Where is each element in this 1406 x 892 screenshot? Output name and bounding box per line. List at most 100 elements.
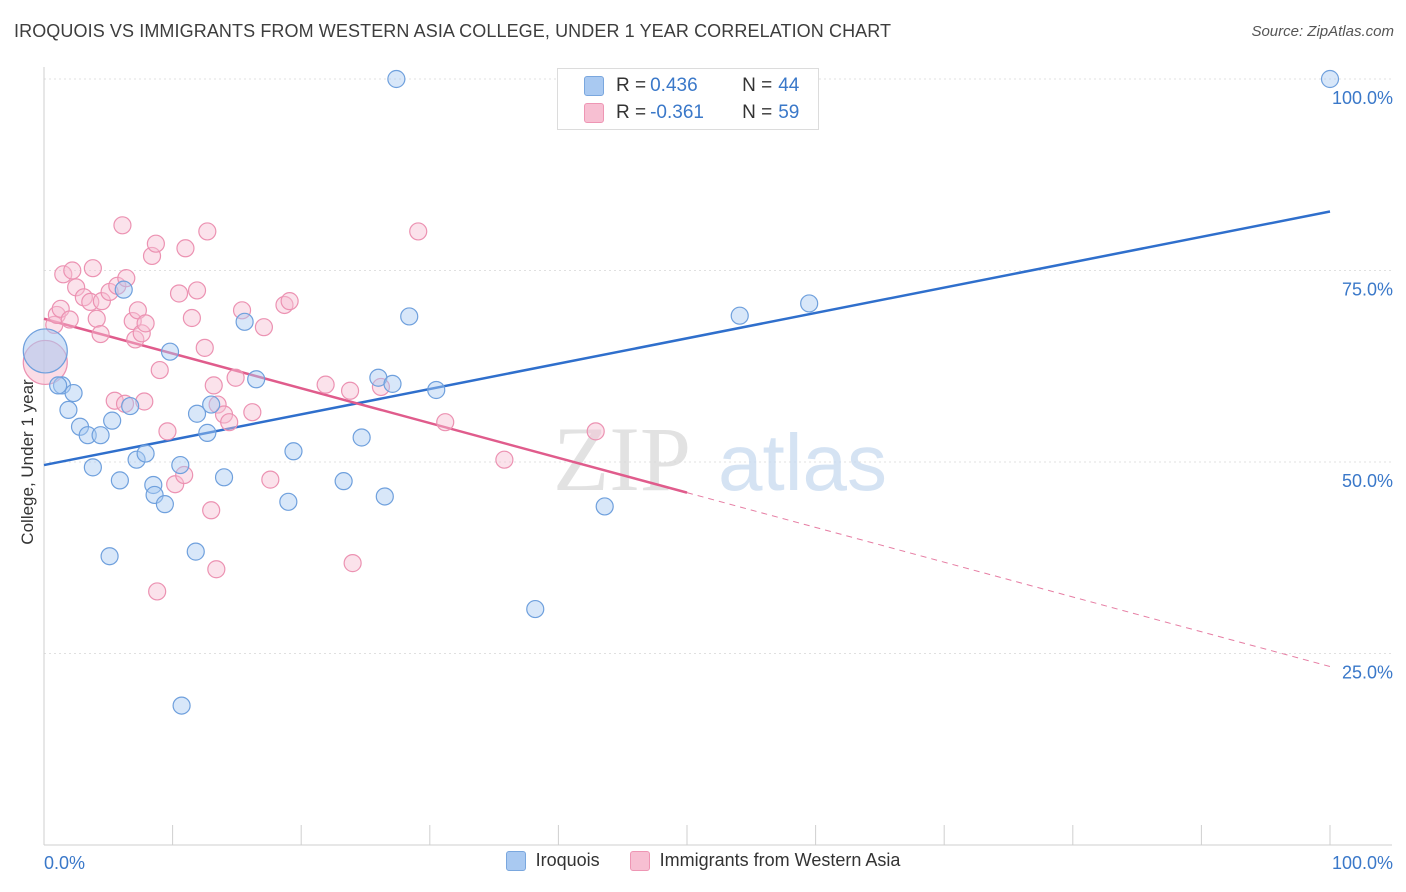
western-asia-point bbox=[436, 413, 455, 432]
iroquois-trend-line bbox=[43, 210, 1331, 467]
iroquois-point bbox=[22, 328, 68, 374]
western-asia-point bbox=[343, 554, 362, 573]
iroquois-point bbox=[202, 395, 221, 414]
legend-item-western-asia[interactable]: Immigrants from Western Asia bbox=[629, 850, 901, 871]
western-asia-point bbox=[204, 376, 223, 395]
western-asia-trend-line bbox=[43, 317, 688, 494]
western-asia-point bbox=[254, 318, 274, 337]
western-asia-point bbox=[117, 269, 136, 288]
iroquois-point bbox=[114, 280, 133, 299]
iroquois-point bbox=[375, 487, 394, 506]
y-tick-label: 25.0% bbox=[1342, 663, 1393, 683]
iroquois-point bbox=[427, 380, 446, 400]
iroquois-point bbox=[136, 444, 155, 463]
iroquois-point bbox=[526, 599, 545, 619]
western-asia-point bbox=[226, 368, 245, 387]
iroquois-point bbox=[383, 374, 402, 393]
iroquois-point bbox=[334, 472, 353, 491]
western-asia-trend-extension bbox=[686, 492, 1331, 668]
iroquois-point bbox=[121, 396, 140, 416]
x-tick-label: 100.0% bbox=[1332, 853, 1393, 873]
stats-row-iroquois: R = 0.436 N = 44 bbox=[584, 75, 799, 97]
western-asia-point bbox=[63, 261, 82, 280]
western-asia-point bbox=[340, 381, 360, 400]
western-asia-point bbox=[187, 281, 207, 300]
stats-row-western-asia: R = -0.361 N = 59 bbox=[584, 102, 799, 124]
western-asia-point bbox=[198, 222, 217, 241]
western-asia-swatch bbox=[629, 850, 650, 871]
iroquois-point bbox=[352, 428, 371, 447]
iroquois-point bbox=[91, 426, 110, 445]
iroquois-point bbox=[64, 383, 83, 403]
r-value: 0.436 bbox=[650, 75, 698, 96]
y-tick-label: 100.0% bbox=[1332, 88, 1393, 108]
western-asia-point bbox=[409, 222, 428, 241]
legend-item-iroquois[interactable]: Iroquois bbox=[505, 850, 600, 871]
iroquois-point bbox=[103, 411, 122, 430]
western-asia-point bbox=[495, 450, 514, 469]
iroquois-point bbox=[214, 468, 234, 487]
western-asia-point bbox=[150, 360, 169, 380]
western-asia-point bbox=[175, 465, 194, 485]
western-asia-point bbox=[176, 239, 195, 258]
western-asia-point bbox=[132, 324, 151, 343]
iroquois-point bbox=[595, 497, 614, 516]
y-tick-label: 75.0% bbox=[1342, 280, 1393, 300]
legend-label-iroquois: Iroquois bbox=[535, 850, 600, 870]
iroquois-point bbox=[160, 342, 180, 361]
n-label: N = bbox=[742, 75, 773, 96]
western-asia-point bbox=[232, 301, 252, 320]
r-label: R = bbox=[616, 102, 647, 123]
n-label: N = bbox=[742, 102, 773, 123]
western-asia-point bbox=[54, 265, 73, 284]
iroquois-point bbox=[187, 404, 207, 423]
iroquois-point bbox=[279, 492, 298, 511]
western-asia-point bbox=[136, 314, 155, 333]
western-asia-point bbox=[195, 338, 214, 357]
iroquois-point bbox=[186, 542, 205, 561]
western-asia-point bbox=[60, 310, 79, 329]
data-points bbox=[22, 69, 1340, 715]
western-asia-point bbox=[74, 288, 93, 307]
n-value: 44 bbox=[778, 75, 800, 96]
western-asia-point bbox=[243, 403, 262, 422]
iroquois-point bbox=[145, 485, 164, 505]
n-value: 59 bbox=[778, 102, 800, 123]
western-asia-point bbox=[169, 284, 189, 303]
western-asia-point bbox=[91, 324, 110, 344]
r-label: R = bbox=[616, 75, 647, 96]
series-legend: Iroquois Immigrants from Western Asia bbox=[0, 850, 1406, 871]
iroquois-point bbox=[155, 495, 174, 514]
legend-label-western-asia: Immigrants from Western Asia bbox=[659, 850, 901, 870]
iroquois-point bbox=[387, 69, 406, 89]
western-asia-point bbox=[207, 560, 226, 579]
western-asia-point bbox=[182, 308, 201, 328]
iroquois-point bbox=[400, 307, 419, 326]
x-tick-label: 0.0% bbox=[44, 853, 85, 873]
y-axis-title: College, Under 1 year bbox=[18, 379, 37, 545]
iroquois-point bbox=[247, 370, 266, 389]
axes bbox=[43, 67, 1392, 846]
iroquois-point bbox=[800, 294, 819, 313]
iroquois-point bbox=[284, 442, 303, 461]
watermark-zip: ZIP bbox=[553, 408, 691, 510]
iroquois-point bbox=[1320, 69, 1340, 89]
axis-labels: 100.0% 75.0% 50.0% 25.0% 0.0% 100.0% College, … bbox=[18, 88, 1393, 873]
iroquois-point bbox=[235, 312, 254, 331]
western-asia-point bbox=[113, 216, 132, 235]
watermark: ZIP atlas bbox=[553, 408, 887, 510]
iroquois-point bbox=[78, 426, 97, 445]
western-asia-point bbox=[87, 309, 106, 328]
western-asia-point bbox=[261, 470, 280, 489]
source-label: Source: ZipAtlas.com bbox=[1251, 23, 1394, 40]
watermark-atlas: atlas bbox=[718, 418, 887, 507]
western-asia-point bbox=[146, 234, 165, 253]
western-asia-point bbox=[148, 582, 167, 601]
iroquois-point bbox=[171, 455, 190, 475]
western-asia-point bbox=[135, 392, 154, 411]
r-value: -0.361 bbox=[650, 102, 704, 123]
iroquois-point bbox=[127, 450, 146, 469]
iroquois-point bbox=[172, 696, 191, 715]
western-asia-point bbox=[67, 278, 86, 297]
